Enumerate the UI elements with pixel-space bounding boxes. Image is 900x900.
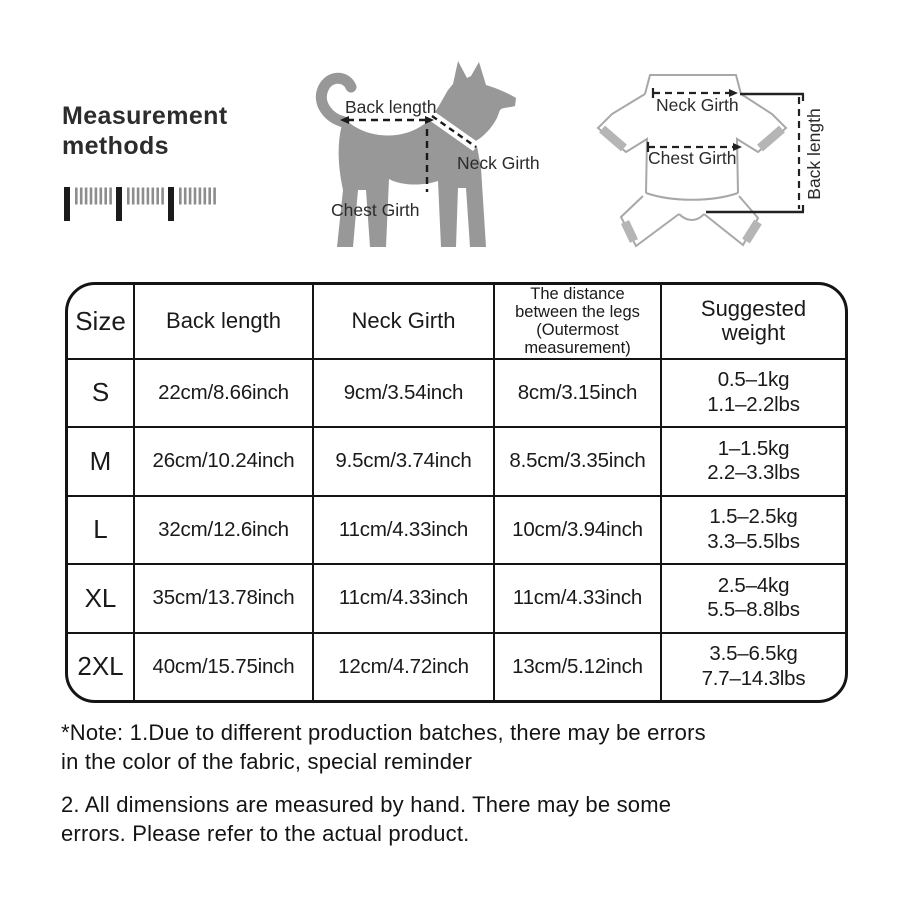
note-2-line1: 2. All dimensions are measured by hand. …: [61, 792, 672, 818]
cell-back-length: 22cm/8.66inch: [133, 357, 314, 429]
cell-neck-girth: 11cm/4.33inch: [312, 494, 495, 566]
header-leg-distance-line4: measurement): [524, 339, 631, 358]
garment-right-leg-cuff: [742, 219, 762, 244]
dog-chest-girth-label: Chest Girth: [331, 200, 420, 220]
header-leg-distance-line3: (Outermost: [536, 321, 619, 340]
cell-leg-distance: 8cm/3.15inch: [493, 357, 662, 429]
header-leg-distance-line2: between the legs: [515, 303, 640, 322]
cell-weight-kg: 2.5–4kg: [717, 573, 790, 597]
cell-size: L: [68, 494, 135, 566]
dog-back-length-arrow-left: [340, 116, 349, 124]
header-size: Size: [68, 285, 135, 360]
cell-back-length: 32cm/12.6inch: [133, 494, 314, 566]
garment-neck-arrow: [729, 89, 738, 97]
note-1-line1: *Note: 1.Due to different production bat…: [61, 720, 706, 745]
header-leg-distance-line1: The distance: [530, 285, 625, 303]
cell-weight: 2.5–4kg 5.5–8.8lbs: [660, 563, 845, 634]
cell-size: M: [68, 426, 135, 497]
table-row-l: L 32cm/12.6inch 11cm/4.33inch 10cm/3.94i…: [68, 494, 845, 566]
page-title-line1: Measurement: [62, 102, 228, 130]
cell-back-length: 40cm/15.75inch: [133, 631, 314, 700]
garment-crotch: [678, 213, 705, 221]
garment-hem: [645, 192, 739, 201]
cell-weight-kg: 0.5–1kg: [717, 368, 790, 392]
cell-back-length: 26cm/10.24inch: [133, 426, 314, 497]
cell-weight-lbs: 2.2–3.3lbs: [707, 461, 800, 485]
dog-back-length-label: Back length: [345, 97, 436, 117]
garment-left-leg-cuff: [620, 220, 639, 243]
cell-weight-kg: 1–1.5kg: [717, 436, 790, 460]
dog-measurement-diagram: Back length Neck Girth Chest Girth: [316, 61, 540, 247]
cell-neck-girth: 11cm/4.33inch: [312, 563, 495, 634]
cell-leg-distance: 8.5cm/3.35inch: [493, 426, 662, 497]
dog-neck-girth-line: [431, 115, 477, 148]
ruler-icon: [64, 187, 216, 221]
cell-back-length: 35cm/13.78inch: [133, 563, 314, 634]
dog-neck-girth-label: Neck Girth: [457, 153, 540, 173]
table-row-2xl: 2XL 40cm/15.75inch 12cm/4.72inch 13cm/5.…: [68, 631, 845, 700]
cell-weight: 3.5–6.5kg 7.7–14.3lbs: [660, 631, 845, 700]
header-neck-girth: Neck Girth: [312, 285, 495, 360]
garment-neck-girth-label: Neck Girth: [656, 95, 739, 115]
cell-weight-lbs: 7.7–14.3lbs: [701, 666, 806, 690]
cell-weight-lbs: 5.5–8.8lbs: [707, 598, 800, 622]
note-1: *Note: 1.Due to different production bat…: [61, 719, 881, 776]
page-title: Measurement methods: [62, 102, 228, 161]
cell-leg-distance: 11cm/4.33inch: [493, 563, 662, 634]
page-title-line2: methods: [62, 131, 169, 160]
garment-back-length-label: Back length: [804, 108, 824, 199]
garment-chest-girth-label: Chest Girth: [648, 148, 737, 168]
cell-size: XL: [68, 563, 135, 634]
cell-weight: 1.5–2.5kg 3.3–5.5lbs: [660, 494, 845, 566]
note-2-line2: errors. Please refer to the actual produ…: [61, 820, 470, 846]
size-table: Size Back length Neck Girth The distance…: [65, 282, 848, 703]
cell-leg-distance: 13cm/5.12inch: [493, 631, 662, 700]
cell-size: 2XL: [68, 631, 135, 700]
garment-measurement-diagram: Neck Girth Chest Girth Back length: [596, 74, 824, 248]
cell-weight-kg: 3.5–6.5kg: [709, 642, 798, 666]
table-row-m: M 26cm/10.24inch 9.5cm/3.74inch 8.5cm/3.…: [68, 426, 845, 497]
size-table-header-row: Size Back length Neck Girth The distance…: [68, 285, 845, 360]
cell-neck-girth: 9.5cm/3.74inch: [312, 426, 495, 497]
garment-right-cuff: [757, 125, 785, 152]
cell-weight: 0.5–1kg 1.1–2.2lbs: [660, 357, 845, 429]
garment-left-cuff: [599, 125, 627, 152]
cell-weight-kg: 1.5–2.5kg: [709, 505, 798, 529]
table-row-xl: XL 35cm/13.78inch 11cm/4.33inch 11cm/4.3…: [68, 563, 845, 634]
cell-leg-distance: 10cm/3.94inch: [493, 494, 662, 566]
cell-neck-girth: 12cm/4.72inch: [312, 631, 495, 700]
cell-size: S: [68, 357, 135, 429]
note-2: 2. All dimensions are measured by hand. …: [61, 791, 881, 848]
garment-chest-arrow: [733, 143, 742, 151]
cell-neck-girth: 9cm/3.54inch: [312, 357, 495, 429]
note-1-line2: in the color of the fabric, special remi…: [61, 748, 473, 774]
cell-weight: 1–1.5kg 2.2–3.3lbs: [660, 426, 845, 497]
header-back-length: Back length: [133, 285, 314, 360]
cell-weight-lbs: 3.3–5.5lbs: [707, 529, 800, 553]
header-suggested-weight: Suggested weight: [660, 285, 845, 360]
table-row-s: S 22cm/8.66inch 9cm/3.54inch 8cm/3.15inc…: [68, 357, 845, 429]
garment-collar: [644, 74, 742, 95]
dog-back-length-arrow-right: [425, 116, 434, 124]
dog-tail: [316, 72, 357, 128]
header-leg-distance: The distance between the legs (Outermost…: [493, 285, 662, 360]
cell-weight-lbs: 1.1–2.2lbs: [707, 392, 800, 416]
footnotes: *Note: 1.Due to different production bat…: [61, 719, 881, 863]
